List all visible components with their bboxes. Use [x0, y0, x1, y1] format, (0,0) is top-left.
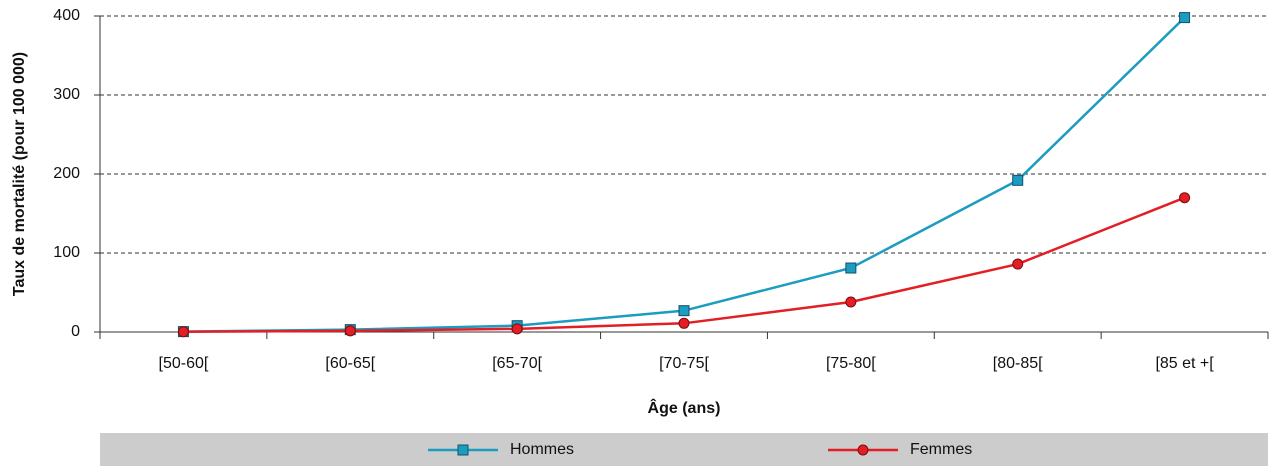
- legend-label: Femmes: [910, 441, 972, 458]
- marker: [1179, 12, 1191, 24]
- marker: [845, 262, 857, 274]
- x-tick-label: [60-65[: [325, 355, 375, 372]
- y-tick-label: 0: [71, 323, 80, 340]
- marker: [845, 296, 857, 308]
- marker: [1179, 192, 1191, 204]
- x-tick-label: [85 et +[: [1155, 355, 1214, 372]
- y-tick-label: 200: [53, 165, 80, 182]
- x-axis-title: Âge (ans): [648, 398, 721, 417]
- y-tick-label: 400: [53, 7, 80, 24]
- x-tick-label: [80-85[: [993, 355, 1043, 372]
- legend-marker: [857, 444, 869, 456]
- x-tick-label: [50-60[: [159, 355, 209, 372]
- marker: [177, 326, 189, 338]
- legend-label: Hommes: [510, 441, 574, 458]
- x-tick-label: [75-80[: [826, 355, 876, 372]
- x-tick-label: [65-70[: [492, 355, 542, 372]
- series-line: [183, 16, 1186, 333]
- marker: [1012, 258, 1024, 270]
- legend-marker: [457, 444, 469, 456]
- marker: [1012, 174, 1024, 186]
- y-axis-title: Taux de mortalité (pour 100 000): [11, 52, 28, 296]
- x-tick-label: [70-75[: [659, 355, 709, 372]
- y-tick-label: 300: [53, 86, 80, 103]
- marker: [344, 325, 356, 337]
- marker: [678, 317, 690, 329]
- marker: [678, 305, 690, 317]
- legend-box: [100, 433, 1268, 466]
- y-tick-label: 100: [53, 244, 80, 261]
- marker: [511, 323, 523, 335]
